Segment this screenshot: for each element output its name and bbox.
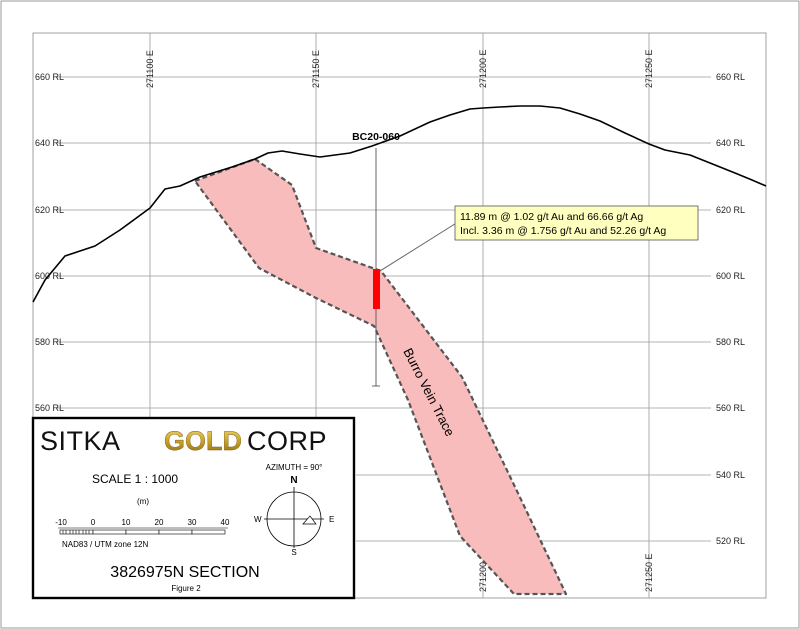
scale-unit: (m): [137, 497, 149, 506]
scale-text: SCALE 1 : 1000: [92, 472, 178, 486]
scale-bar: [58, 527, 228, 535]
easting-label: 271250 E: [644, 49, 654, 88]
legend-box: SITKA GOLD CORP SCALE 1 : 1000 (m) -10 0…: [31, 416, 356, 600]
azimuth-text: AZIMUTH = 90°: [266, 463, 323, 472]
section-title: 3826975N SECTION: [110, 564, 259, 581]
elevation-label: 620 RL: [35, 205, 64, 215]
north-arrow-icon: [264, 487, 324, 548]
compass-s: S: [291, 548, 296, 557]
elevation-label: 640 RL: [35, 138, 64, 148]
easting-label-bottom: 271250 E: [644, 553, 654, 592]
figure-number: Figure 2: [171, 584, 201, 593]
easting-label: 271150 E: [311, 50, 321, 88]
elevation-label: 560 RL: [35, 403, 64, 413]
elevation-label-right: 520 RL: [716, 536, 745, 546]
elevation-label-right: 640 RL: [716, 138, 745, 148]
easting-label: 271200 E: [478, 49, 488, 88]
easting-label-bottom: 271200 E: [478, 553, 488, 592]
intercept-line-2: Incl. 3.36 m @ 1.756 g/t Au and 52.26 g/…: [460, 225, 666, 237]
map-frame: [32, 32, 767, 599]
intercept-line-1: 11.89 m @ 1.02 g/t Au and 66.66 g/t Ag: [460, 211, 643, 223]
elevation-label-right: 580 RL: [716, 337, 745, 347]
elevation-label-right: 600 RL: [716, 271, 745, 281]
elevation-label: 600 RL: [35, 271, 64, 281]
logo-corp: CORP: [247, 426, 327, 456]
scale-tick-label: 10: [122, 518, 131, 527]
elevation-label-right: 560 RL: [716, 403, 745, 413]
intercept-bar: [373, 269, 380, 309]
scale-tick-label: 0: [91, 518, 96, 527]
burro-vein-polygon: [193, 157, 568, 596]
compass-e: E: [329, 515, 334, 524]
scale-tick-label: 20: [155, 518, 164, 527]
callout-leader: [379, 221, 459, 272]
terrain-profile: [32, 105, 767, 303]
elevation-label-right: 540 RL: [716, 470, 745, 480]
drillhole-id: BC20-060: [352, 131, 400, 143]
elevation-label: 580 RL: [35, 337, 64, 347]
scale-tick-label: 40: [221, 518, 230, 527]
elevation-label-right: 660 RL: [716, 72, 745, 82]
easting-label: 271100 E: [145, 50, 155, 88]
scale-tick-label: -10: [55, 518, 67, 527]
intercept-callout: [454, 205, 699, 241]
elevation-label: 660 RL: [35, 72, 64, 82]
compass-w: W: [254, 515, 262, 524]
compass-n: N: [290, 475, 297, 486]
scale-tick-label: 30: [188, 518, 197, 527]
datum-text: NAD83 / UTM zone 12N: [62, 540, 148, 549]
logo-gold: GOLD: [164, 426, 242, 456]
logo-sitka: SITKA: [40, 426, 121, 456]
elevation-label-right: 620 RL: [716, 205, 745, 215]
